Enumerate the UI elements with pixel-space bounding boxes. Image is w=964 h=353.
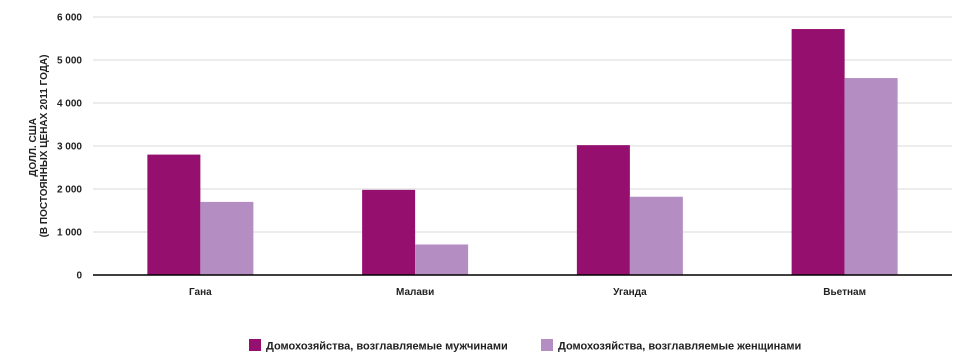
y-tick-label: 1 000 — [57, 228, 82, 239]
legend-label: Домохозяйства, возглавляемые женщинами — [558, 341, 801, 353]
y-axis-label-line-1: ДОЛЛ. США — [28, 118, 39, 177]
bar-female — [415, 244, 469, 275]
legend-swatch — [249, 339, 261, 351]
bar-female — [200, 201, 254, 275]
bar-female — [844, 78, 898, 275]
x-category-label: Уганда — [613, 287, 647, 298]
y-tick-label: 4 000 — [57, 99, 82, 110]
x-category-label: Вьетнам — [823, 287, 866, 298]
y-tick-label: 6 000 — [57, 13, 82, 24]
y-axis-label: ДОЛЛ. США (В ПОСТОЯННЫХ ЦЕНАХ 2011 ГОДА) — [28, 55, 50, 238]
y-axis-label-line-2: (В ПОСТОЯННЫХ ЦЕНАХ 2011 ГОДА) — [39, 55, 50, 238]
x-category-label: Гана — [189, 287, 212, 298]
legend-label: Домохозяйства, возглавляемые мужчинами — [266, 341, 508, 353]
bar-male — [576, 145, 630, 275]
legend: Домохозяйства, возглавляемые мужчинами До… — [249, 339, 801, 353]
x-axis-categories: Гана Малави Уганда Вьетнам — [189, 287, 866, 298]
x-category-label: Малави — [396, 287, 434, 298]
bar-male — [147, 154, 201, 275]
bars — [147, 29, 898, 276]
y-tick-label: 2 000 — [57, 185, 82, 196]
y-tick-label: 3 000 — [57, 142, 82, 153]
y-axis-ticks: 0 1 000 2 000 3 000 4 000 5 000 6 000 — [57, 13, 82, 282]
y-tick-label: 0 — [76, 271, 82, 282]
bar-female — [629, 196, 683, 275]
bar-male — [791, 29, 845, 276]
bar-male — [362, 189, 416, 275]
legend-swatch — [541, 339, 553, 351]
y-tick-label: 5 000 — [57, 56, 82, 67]
